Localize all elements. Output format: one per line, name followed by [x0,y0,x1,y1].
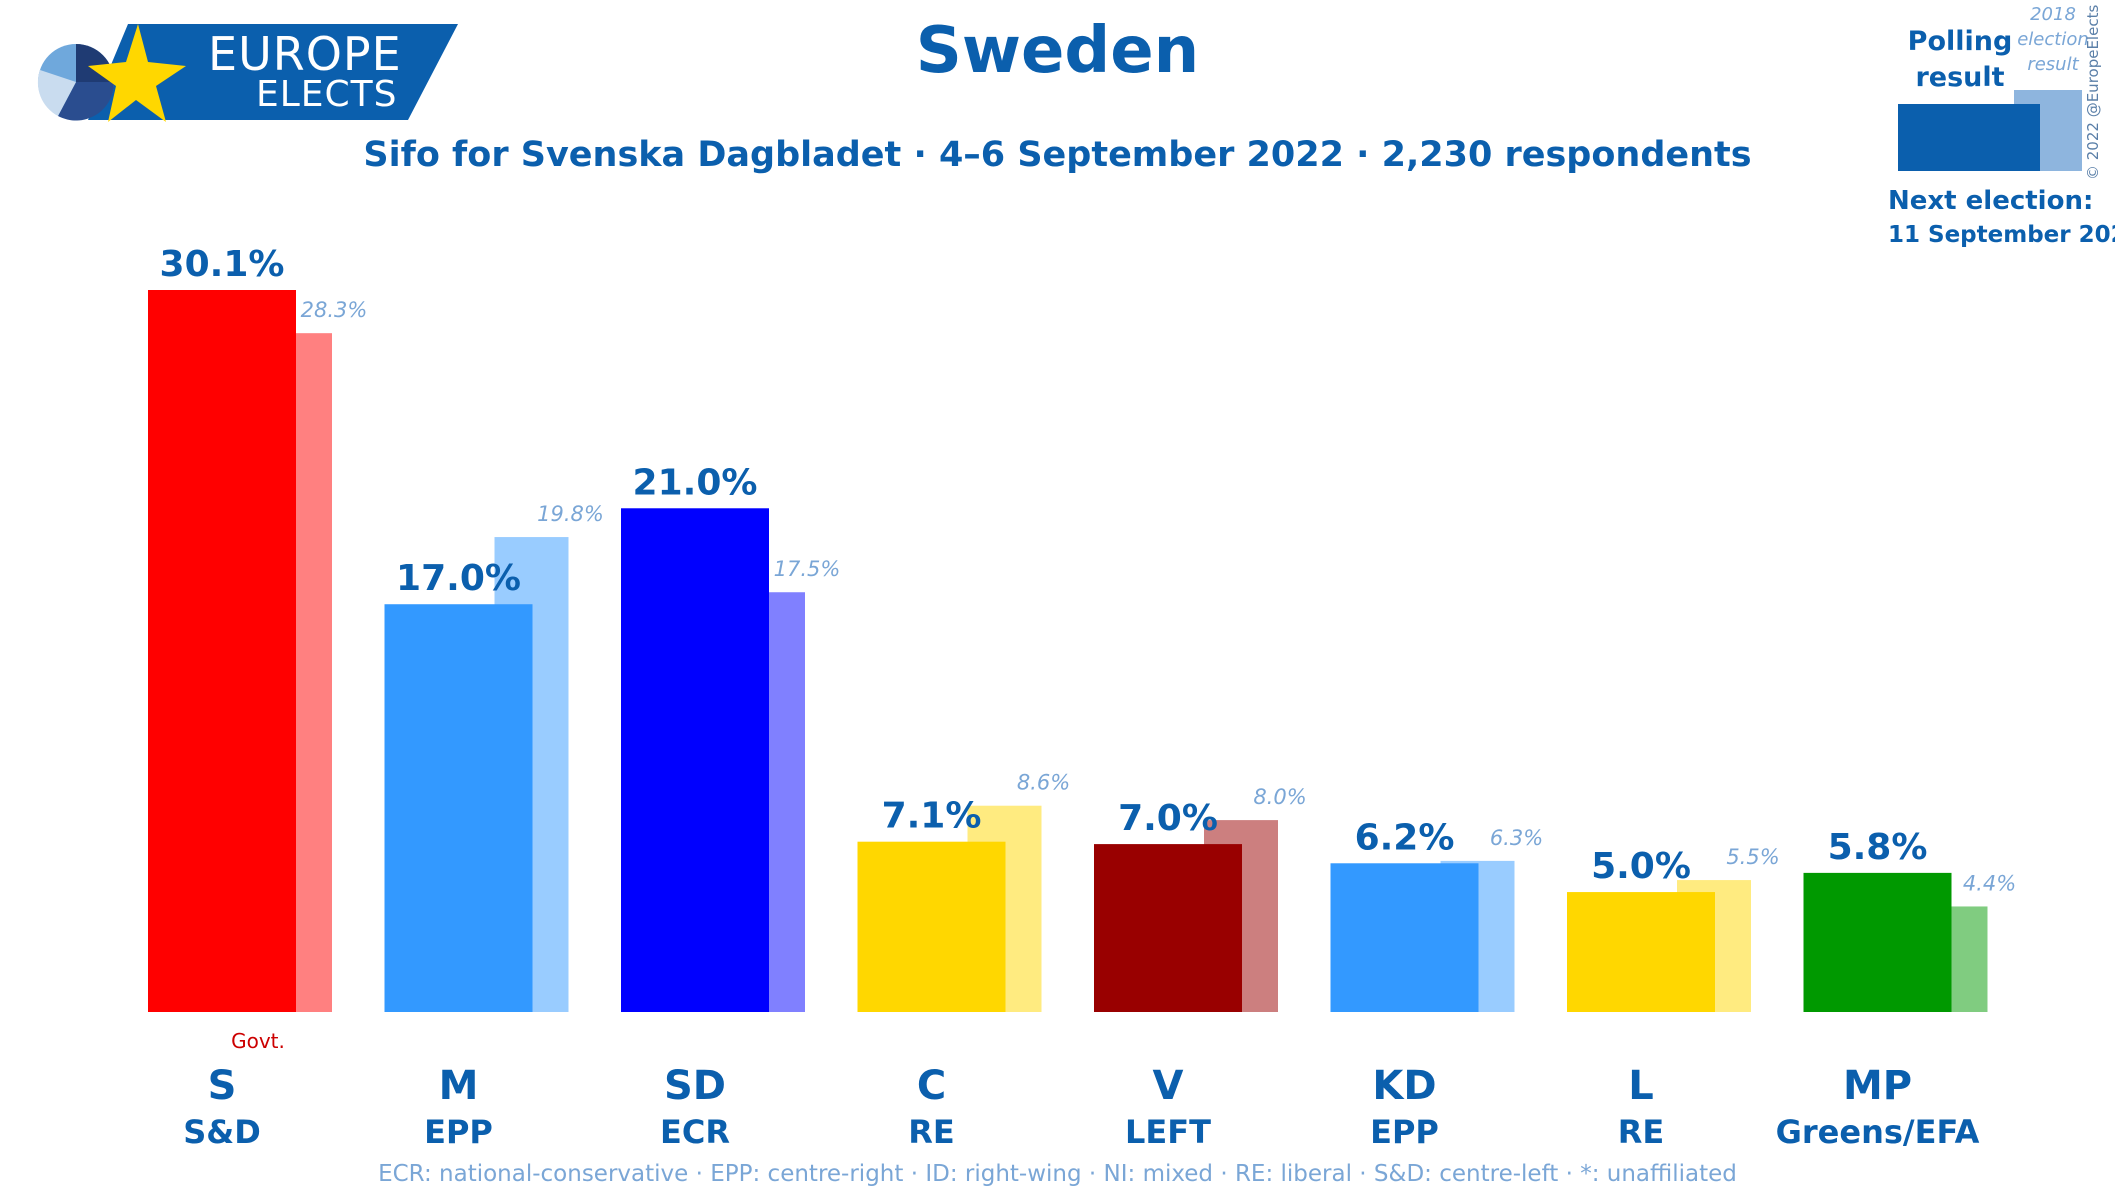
party-abbr-s: S [208,1063,237,1109]
party-group-mp: Greens/EFA [1776,1113,1980,1151]
govt-annotation: Govt. [231,1029,285,1053]
bar-polling-m [384,604,533,1012]
group-footnote: ECR: national-conservative · EPP: centre… [378,1161,1737,1187]
label-polling-v: 7.0% [1118,798,1218,839]
label-previous-kd: 6.3% [1490,826,1543,850]
party-abbr-kd: KD [1372,1063,1436,1109]
party-group-v: LEFT [1125,1113,1211,1151]
label-previous-sd: 17.5% [774,557,841,581]
label-polling-m: 17.0% [396,558,521,599]
party-abbr-c: C [917,1063,946,1109]
party-group-sd: ECR [660,1113,730,1151]
party-group-s: S&D [183,1113,261,1151]
label-previous-m: 19.8% [537,502,604,526]
chart-title: Sweden [915,14,1200,88]
label-previous-v: 8.0% [1253,785,1306,809]
label-polling-sd: 21.0% [633,462,758,503]
copyright: © 2022 @EuropeElects [2084,5,2106,180]
next-election-label: Next election: [1888,186,2094,216]
label-polling-c: 7.1% [882,796,982,837]
label-polling-s: 30.1% [160,244,285,285]
label-previous-mp: 4.4% [1963,871,2016,895]
copyright-text: © 2022 @EuropeElects [2084,4,2102,180]
bar-polling-mp [1803,872,1952,1012]
label-previous-s: 28.3% [301,298,368,322]
party-abbr-mp: MP [1843,1063,1912,1109]
label-polling-kd: 6.2% [1355,817,1455,858]
party-group-c: RE [908,1113,955,1151]
party-abbr-sd: SD [664,1063,726,1109]
legend-polling-swatch [1898,104,2040,171]
label-previous-l: 5.5% [1726,845,1779,869]
bar-polling-c [857,841,1006,1012]
bar-polling-l [1567,892,1715,1012]
bar-polling-kd [1330,863,1479,1012]
label-polling-l: 5.0% [1591,846,1691,887]
logo-text-elects: ELECTS [256,74,398,115]
party-abbr-m: M [439,1063,479,1109]
label-previous-c: 8.6% [1017,771,1070,795]
logo-graphic [37,24,458,122]
party-group-m: EPP [424,1113,493,1151]
europe-elects-logo: EUROPE ELECTS [28,22,458,122]
legend-previous-label: 2018 election result [2017,4,2089,75]
legend-polling-label: Polling result [1907,26,2013,93]
party-abbr-v: V [1153,1063,1184,1109]
bar-polling-sd [621,508,769,1012]
bar-polling-s [148,290,296,1012]
party-abbr-l: L [1628,1063,1654,1109]
chart-subtitle: Sifo for Svenska Dagbladet · 4–6 Septemb… [363,135,1752,175]
party-group-l: RE [1618,1113,1665,1151]
bar-polling-v [1094,844,1242,1012]
label-polling-mp: 5.8% [1828,827,1928,868]
next-election-date: 11 September 2022 [1888,222,2115,248]
logo-text-europe: EUROPE [208,27,402,81]
party-group-kd: EPP [1370,1113,1439,1151]
